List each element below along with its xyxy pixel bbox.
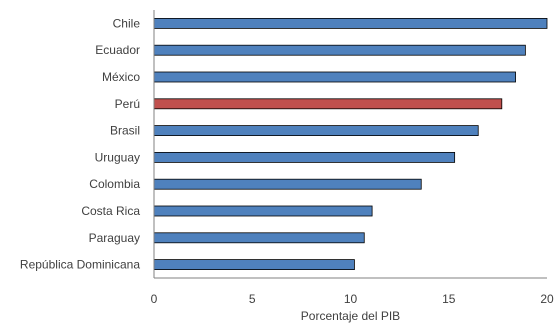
bar-group bbox=[153, 17, 548, 271]
bar-2 bbox=[153, 71, 516, 83]
bar-3 bbox=[153, 98, 503, 110]
bar-9 bbox=[153, 259, 355, 271]
bar-1 bbox=[153, 44, 526, 56]
category-label-8: Paraguay bbox=[89, 231, 140, 245]
x-tick-labels: 0 5 10 15 20 bbox=[151, 292, 554, 306]
bar-7 bbox=[153, 205, 373, 217]
category-label-0: Chile bbox=[113, 16, 141, 30]
bar-5 bbox=[153, 151, 456, 163]
x-tick-label-4: 20 bbox=[540, 292, 554, 306]
category-label-7: Costa Rica bbox=[81, 204, 140, 218]
category-label-5: Uruguay bbox=[95, 150, 140, 164]
category-label-1: Ecuador bbox=[95, 43, 140, 57]
x-tick-label-1: 5 bbox=[249, 292, 256, 306]
x-tick-label-2: 10 bbox=[344, 292, 358, 306]
bar-6 bbox=[153, 178, 422, 190]
x-axis-title: Porcentaje del PIB bbox=[301, 309, 400, 323]
bar-0 bbox=[153, 17, 548, 29]
category-label-2: México bbox=[102, 70, 140, 84]
category-label-6: Colombia bbox=[89, 177, 140, 191]
category-label-3: Perú bbox=[115, 97, 140, 111]
x-tick-label-0: 0 bbox=[151, 292, 158, 306]
x-tick-label-3: 15 bbox=[442, 292, 456, 306]
bar-4 bbox=[153, 125, 479, 136]
category-label-4: Brasil bbox=[110, 124, 140, 138]
category-labels: Chile Ecuador México Perú Brasil Uruguay Colom… bbox=[20, 16, 140, 271]
category-label-9: República Dominicana bbox=[20, 258, 140, 272]
bar-8 bbox=[153, 232, 365, 244]
